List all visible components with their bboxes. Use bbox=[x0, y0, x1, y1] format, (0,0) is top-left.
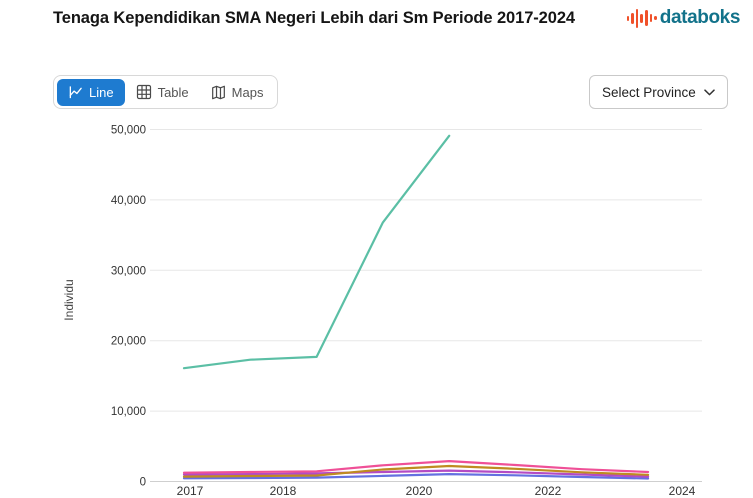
series-magenta[interactable] bbox=[182, 469, 650, 478]
databoks-logo[interactable]: databoks bbox=[626, 6, 741, 30]
x-tick-label: 2018 bbox=[270, 484, 297, 498]
tab-table-label: Table bbox=[157, 84, 189, 100]
province-select[interactable]: Select Province bbox=[589, 75, 728, 109]
chart-svg: 0 10,000 20,000 30,000 40,000 50,000 Individu 2… bbox=[62, 125, 702, 498]
chevron-down-icon bbox=[704, 88, 715, 96]
province-select-label: Select Province bbox=[602, 84, 696, 100]
page-title: Tenaga Kependidikan SMA Negeri Lebih dar… bbox=[53, 9, 575, 27]
tab-line-label: Line bbox=[89, 84, 114, 100]
line-chart: 0 10,000 20,000 30,000 40,000 50,000 Individu 2… bbox=[0, 115, 753, 498]
y-axis-title: Individu bbox=[62, 279, 76, 320]
y-tick-label: 30,000 bbox=[111, 265, 146, 277]
series-pink[interactable] bbox=[182, 460, 650, 474]
series-teal[interactable] bbox=[182, 134, 451, 370]
tab-line[interactable]: Line bbox=[57, 78, 125, 106]
table-icon bbox=[136, 84, 152, 100]
y-tick-label: 20,000 bbox=[111, 336, 146, 348]
x-tick-label: 2022 bbox=[535, 484, 562, 498]
databoks-logo-text: databoks bbox=[659, 7, 741, 28]
x-tick-label: 2020 bbox=[406, 484, 433, 498]
tab-table[interactable]: Table bbox=[125, 79, 200, 106]
y-tick-label: 10,000 bbox=[111, 406, 146, 418]
map-icon bbox=[211, 85, 226, 100]
line-chart-icon bbox=[68, 85, 83, 100]
audio-bars-icon bbox=[626, 6, 657, 30]
y-tick-label: 0 bbox=[140, 477, 146, 489]
chart-view-tabs: Line Table Maps bbox=[53, 75, 279, 109]
y-tick-label: 50,000 bbox=[111, 125, 146, 137]
tab-maps-label: Maps bbox=[231, 84, 264, 100]
series-orange[interactable] bbox=[182, 464, 650, 478]
tab-maps[interactable]: Maps bbox=[200, 79, 275, 106]
y-tick-label: 40,000 bbox=[111, 195, 146, 207]
x-tick-label: 2017 bbox=[177, 484, 204, 498]
series-blue[interactable] bbox=[182, 473, 650, 480]
x-tick-label: 2024 bbox=[669, 484, 696, 498]
